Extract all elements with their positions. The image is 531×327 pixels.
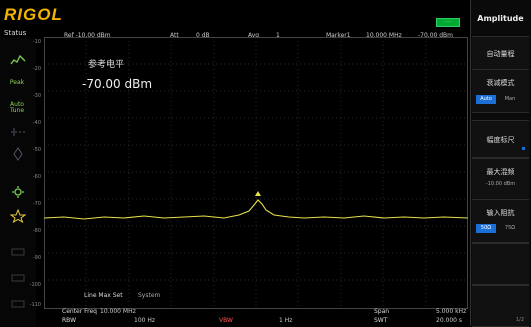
bottom-status-bar: Center Freq 10.000 MHz RBW 100 Hz VBW 1 … — [44, 308, 470, 326]
toggle-off: Man — [504, 96, 516, 102]
marker1-freq: 10.000 MHz — [366, 32, 402, 39]
page-label: 1/2 — [515, 317, 524, 323]
toggle-on: Auto — [476, 95, 496, 104]
y-label: -10 — [32, 39, 41, 45]
span-value[interactable]: 5.000 kHz — [436, 308, 467, 315]
y-label: -50 — [32, 147, 41, 153]
span-label: Span — [374, 308, 390, 315]
menu-title: Amplitude — [477, 14, 524, 23]
auto-scale-label: 自动量程 — [486, 50, 515, 58]
y-label: -90 — [32, 255, 41, 261]
atten-mode-toggle[interactable]: Auto Man — [476, 95, 524, 104]
y-label: -110 — [29, 302, 41, 308]
input-imp-button[interactable]: 输入阻抗 50Ω 75Ω — [472, 199, 529, 243]
star-icon[interactable] — [9, 208, 27, 224]
rbw-value[interactable]: 100 Hz — [134, 317, 156, 324]
blank-button-1[interactable] — [472, 243, 529, 285]
limit-line-label: Line Max Set — [84, 292, 123, 299]
vbw-value[interactable]: 1 Hz — [279, 317, 293, 324]
swt-label: SWT — [374, 317, 388, 324]
y-label: -100 — [29, 282, 41, 288]
rigol-logo: RIGOL — [4, 5, 63, 24]
auto-scale-button[interactable]: 自动量程 — [472, 36, 529, 70]
y-label: -60 — [32, 174, 41, 180]
marker1-label: Marker1 — [326, 32, 351, 39]
limit-line-value: System — [138, 292, 161, 299]
avg-value: 1 — [276, 32, 280, 39]
center-freq-label: Center Freq — [62, 308, 97, 315]
marker-readout-title: 参考电平 — [88, 60, 125, 70]
trace-icon[interactable] — [9, 52, 27, 68]
measurement-topbar: Ref -10.00 dBm Att 0 dB Avg 1 Marker1 10… — [36, 32, 470, 39]
peak-label[interactable]: Peak — [9, 79, 25, 86]
status-indicator: ···· — [436, 18, 460, 27]
avg-label: Avg — [248, 32, 260, 39]
max-mixer-button[interactable]: 最大混频 -10.00 dBm — [472, 158, 529, 200]
input-imp-toggle[interactable]: 50Ω 75Ω — [476, 224, 524, 233]
dashed-icon[interactable] — [9, 124, 27, 140]
input-imp-label: 输入阻抗 — [486, 209, 515, 217]
att-value: 0 dB — [196, 32, 210, 39]
toggle-off: 75Ω — [504, 225, 516, 231]
page-button[interactable]: 1/2 — [472, 285, 529, 327]
y-label: -40 — [32, 120, 41, 126]
spectrum-grid-svg — [44, 37, 468, 309]
scale-type-button[interactable]: 幅度标尺 — [472, 120, 529, 158]
status-label: Status — [4, 29, 27, 37]
marker-1-symbol — [255, 191, 261, 196]
atten-mode-label: 衰减模式 — [486, 79, 515, 87]
vbw-label: VBW — [219, 317, 233, 324]
y-label: -20 — [32, 66, 41, 72]
gear-icon[interactable] — [9, 184, 27, 200]
max-mixer-label: 最大混频 — [486, 168, 515, 176]
marker-readout-value: -70.00 dBm — [82, 77, 153, 91]
y-label: -30 — [32, 93, 41, 99]
spectrum-trace — [44, 199, 468, 220]
y-label: -80 — [32, 228, 41, 234]
y-label: -70 — [32, 201, 41, 207]
spectrum-plot[interactable] — [44, 37, 468, 309]
marker-icon[interactable] — [9, 146, 27, 162]
scale-type-label: 幅度标尺 — [486, 136, 515, 144]
dim1-icon[interactable] — [9, 244, 27, 260]
max-mixer-sub: -10.00 dBm — [485, 181, 516, 187]
dim2-icon[interactable] — [9, 270, 27, 286]
dim3-icon[interactable] — [9, 296, 27, 312]
toggle-on: 50Ω — [476, 224, 496, 233]
rbw-label: RBW — [62, 317, 77, 324]
ref-level-button[interactable]: 衰减模式 Auto Man — [472, 69, 529, 113]
center-freq-value[interactable]: 10.000 MHz — [100, 308, 136, 315]
ref-level-text: Ref -10.00 dBm — [64, 32, 111, 39]
swt-value[interactable]: 20.000 s — [436, 317, 463, 324]
auto-tune-label[interactable]: Auto Tune — [9, 101, 25, 114]
scale-indicator-dot — [522, 147, 525, 150]
marker1-amp: -70.00 dBm — [418, 32, 454, 39]
att-label: Att — [170, 32, 179, 39]
left-status-column: Peak Auto Tune — [0, 38, 36, 326]
